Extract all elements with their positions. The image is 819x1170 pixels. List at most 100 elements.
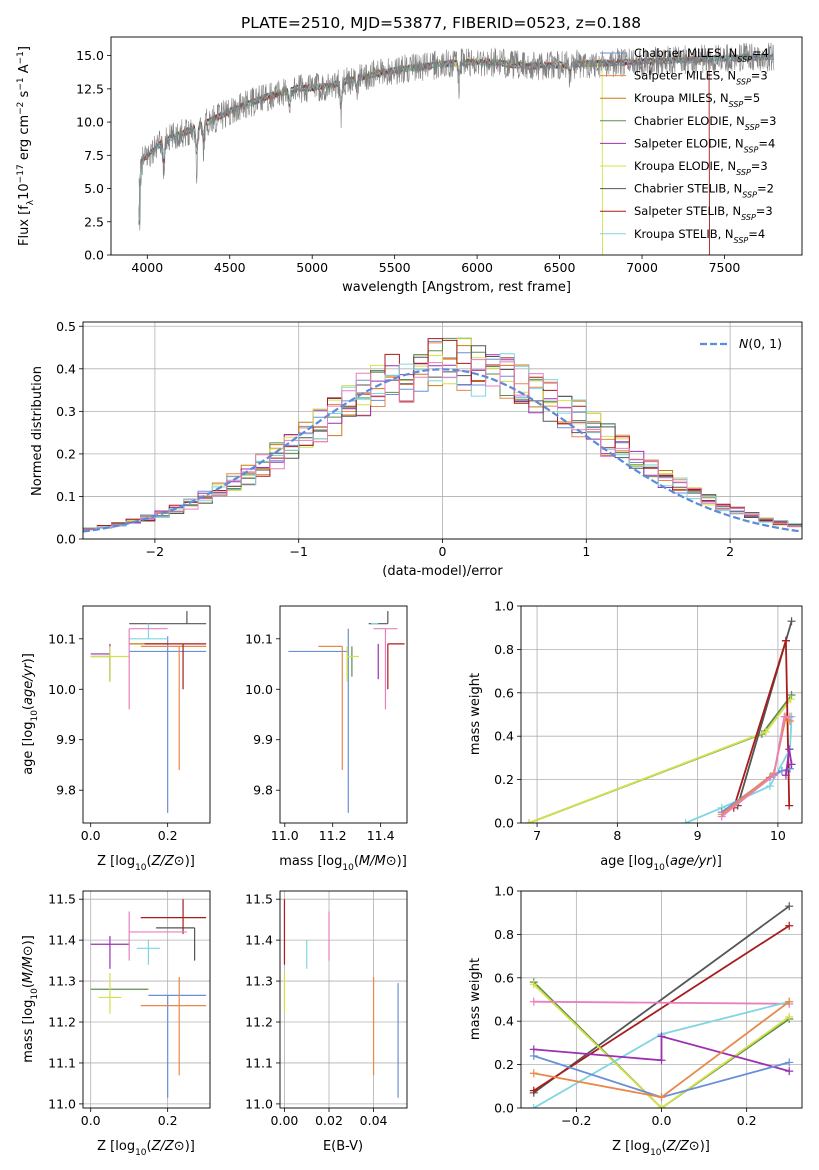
plus-marker — [681, 819, 690, 823]
massweight-age-ylabel: mass weight — [468, 673, 483, 755]
plus-marker — [657, 1032, 666, 1041]
y-tick-label: 0.8 — [494, 927, 514, 942]
x-tick-label: 0.0 — [81, 1113, 101, 1128]
plus-marker — [785, 1058, 794, 1067]
legend-label: Chabrier MILES, NSSP=4 — [634, 46, 769, 64]
y-tick-label: 11.0 — [245, 1096, 273, 1111]
series-line — [721, 714, 791, 816]
age_vs_mass-axes: 11.0 11.2 11.4 9.8 9.9 10.0 10.1 — [245, 631, 394, 843]
y-tick-label: 1.0 — [494, 599, 514, 614]
hist-frame — [82, 321, 803, 540]
x-tick-label: 6500 — [544, 260, 576, 275]
spectrum-ylabel: Flux [fλ10−17 erg cm−2 s−1 A−1] — [16, 46, 36, 246]
x-tick-label: 0.0 — [652, 1113, 672, 1128]
y-tick-label: 11.4 — [245, 933, 273, 948]
plus-marker — [785, 745, 794, 754]
y-tick-label: 10.1 — [48, 631, 76, 646]
plus-marker — [786, 695, 795, 704]
legend-label: Chabrier ELODIE, NSSP=3 — [634, 114, 776, 132]
y-tick-label: 11.2 — [48, 1015, 76, 1030]
x-tick-label: 9 — [694, 828, 702, 843]
legend-label: Salpeter STELIB, NSSP=3 — [634, 204, 773, 222]
y-tick-label: 0.5 — [56, 319, 76, 334]
x-tick-label: 0.04 — [360, 1113, 388, 1128]
age_vs_mass-frame — [279, 605, 408, 824]
y-tick-label: 0.2 — [56, 446, 76, 461]
spectrum-xlabel: wavelength [Angstrom, rest frame] — [342, 280, 571, 295]
plus-marker — [785, 801, 794, 810]
plus-marker — [761, 727, 770, 736]
y-tick-label: 0.4 — [56, 361, 76, 376]
plus-marker — [657, 1104, 666, 1108]
x-tick-label: 0.2 — [158, 828, 178, 843]
massweight-Z-ylabel: mass weight — [468, 958, 483, 1040]
x-tick-label: −2 — [146, 544, 164, 559]
y-tick-label: 11.1 — [48, 1055, 76, 1070]
x-tick-label: −0.2 — [561, 1113, 591, 1128]
plus-marker — [529, 1104, 538, 1108]
plus-marker — [777, 766, 786, 775]
mass_vs_Z-axes: 0.0 0.2 11.0 11.1 11.2 11.3 11.4 11.5 — [48, 891, 210, 1128]
y-tick-label: 9.8 — [56, 783, 76, 798]
age_vs_mass-plot — [288, 611, 405, 813]
figure-title: PLATE=2510, MJD=53877, FIBERID=0523, z=0… — [241, 14, 641, 32]
plus-marker — [529, 1051, 538, 1060]
y-tick-label: 0.2 — [494, 772, 514, 787]
y-tick-label: 11.2 — [245, 1015, 273, 1030]
y-tick-label: 0.2 — [494, 1057, 514, 1072]
y-tick-label: 11.1 — [245, 1055, 273, 1070]
age-vs-mass-xlabel: mass [log10(M/M⊙)] — [279, 854, 407, 873]
age_vs_Z-frame — [82, 605, 211, 824]
x-tick-label: 5000 — [296, 260, 328, 275]
plus-marker — [787, 760, 796, 769]
x-tick-label: 1 — [582, 544, 590, 559]
y-tick-label: 0.0 — [84, 248, 104, 263]
hist-xlabel: (data-model)/error — [382, 564, 503, 579]
massweight_vs_Z-axes: −0.2 0.0 0.2 0.0 0.2 0.4 0.6 0.8 1.0 — [494, 884, 802, 1128]
spectrum-axes: 4000 4500 5000 5500 6000 6500 7000 7500 0.0 2.5 5.… — [76, 48, 740, 275]
plus-marker — [785, 902, 794, 911]
legend-label: N(0, 1) — [739, 336, 782, 351]
x-tick-label: 0 — [439, 544, 447, 559]
x-tick-label: 0.00 — [271, 1113, 299, 1128]
massweight_vs_Z-plot — [529, 902, 794, 1108]
plus-marker — [781, 771, 790, 780]
plus-marker — [529, 1069, 538, 1078]
age-ylabel: age [log10(age/yr)] — [21, 653, 40, 775]
plus-marker — [529, 997, 538, 1006]
legend-label: Chabrier STELIB, NSSP=2 — [634, 182, 774, 200]
y-tick-label: 10.0 — [48, 682, 76, 697]
series-line — [533, 905, 790, 1094]
x-tick-label: 5500 — [379, 260, 411, 275]
mass-vs-ebv-xlabel: E(B-V) — [323, 1139, 363, 1154]
plus-marker — [769, 771, 778, 780]
plus-marker — [787, 690, 796, 699]
y-tick-label: 1.0 — [494, 884, 514, 899]
y-tick-label: 11.4 — [48, 933, 76, 948]
y-tick-label: 11.5 — [245, 892, 273, 907]
x-tick-label: 0.2 — [737, 1113, 757, 1128]
x-tick-label: 10 — [770, 828, 786, 843]
y-tick-label: 0.6 — [494, 970, 514, 985]
legend-label: Salpeter MILES, NSSP=3 — [634, 69, 768, 87]
y-tick-label: 7.5 — [84, 148, 104, 163]
spectrum-model-line — [138, 57, 603, 255]
hist-axes: −2 −1 0 1 2 0.0 0.1 0.2 0.3 0.4 0.5 — [56, 319, 802, 559]
plus-marker — [785, 997, 794, 1006]
plus-marker — [787, 617, 796, 626]
y-tick-label: 11.0 — [48, 1096, 76, 1111]
age_vs_Z-axes: 0.0 0.2 9.8 9.9 10.0 10.1 — [48, 631, 177, 843]
hist-step-line — [83, 359, 802, 531]
series-line — [533, 983, 790, 1108]
plus-marker — [525, 819, 534, 823]
y-tick-label: 0.1 — [56, 489, 76, 504]
plus-marker — [657, 1056, 666, 1065]
plus-marker — [781, 636, 790, 645]
hist-plot — [83, 337, 802, 533]
spectrum-frame — [110, 36, 803, 256]
x-tick-label: 0.2 — [158, 1113, 178, 1128]
mass_vs_ebv-axes: 0.00 0.02 0.04 11.0 11.1 11.2 11.3 11.4 11.5 — [245, 891, 407, 1128]
x-tick-label: 7500 — [709, 260, 741, 275]
y-tick-label: 5.0 — [84, 181, 104, 196]
